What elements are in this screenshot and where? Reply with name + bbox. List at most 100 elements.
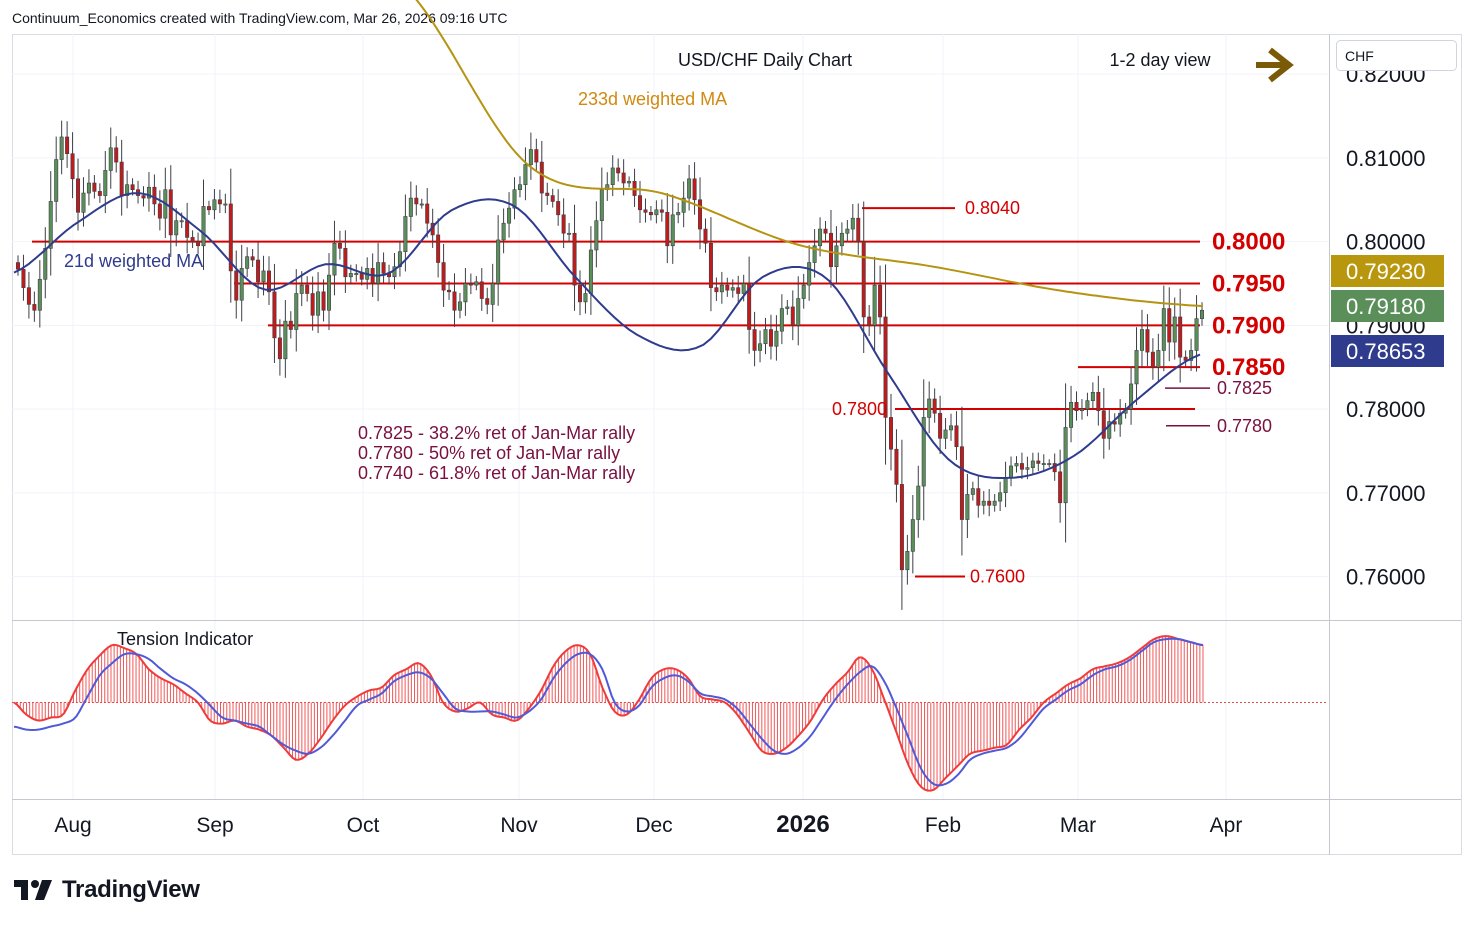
candle — [125, 170, 130, 209]
currency-label: CHF — [1345, 48, 1374, 64]
candle — [959, 406, 964, 556]
tension-indicator-pane — [12, 635, 1328, 792]
price-badge-value: 0.78653 — [1346, 339, 1426, 364]
candle — [692, 162, 697, 215]
candle — [556, 189, 561, 226]
candle — [965, 473, 970, 539]
candle — [627, 176, 632, 188]
candle — [337, 230, 342, 260]
ma21-label: 21d weighted MA — [64, 251, 203, 271]
time-tick-label: Dec — [635, 814, 672, 837]
candle — [747, 256, 752, 354]
candle — [539, 140, 544, 213]
candle — [867, 304, 872, 337]
candle — [638, 180, 643, 223]
candle — [643, 198, 648, 223]
currency-box[interactable] — [1336, 40, 1457, 71]
candle — [730, 279, 735, 298]
candle — [1090, 382, 1095, 410]
candle — [545, 182, 550, 205]
candle — [981, 491, 986, 515]
candle — [212, 189, 217, 220]
candle — [185, 202, 190, 254]
candle — [894, 429, 899, 503]
candle — [812, 229, 817, 278]
candle — [845, 219, 850, 242]
candle — [501, 208, 506, 254]
candle — [1156, 333, 1161, 383]
candle — [92, 175, 97, 199]
candle — [861, 201, 866, 354]
candle — [605, 172, 610, 201]
candle — [703, 218, 708, 253]
price-tick-label: 0.77000 — [1346, 481, 1426, 506]
tension-histogram — [16, 636, 1204, 791]
candle — [316, 272, 321, 334]
candle — [1069, 385, 1074, 443]
candle — [774, 315, 779, 361]
candle — [387, 264, 392, 285]
chart-title: USD/CHF Daily Chart — [678, 50, 852, 70]
candle — [354, 264, 359, 282]
price-tick-label: 0.80000 — [1346, 230, 1426, 255]
candle — [550, 188, 555, 208]
candle — [807, 245, 812, 301]
candle — [883, 264, 888, 465]
price-badge-value: 0.79180 — [1346, 294, 1426, 319]
candle — [436, 218, 441, 278]
candle — [1019, 452, 1024, 480]
candle — [1134, 327, 1139, 405]
arrow-right-icon — [1256, 47, 1294, 83]
time-tick-label: Aug — [54, 814, 91, 837]
candle — [1118, 399, 1123, 437]
candle — [16, 255, 20, 276]
level-label: 0.8040 — [965, 198, 1020, 218]
candle — [878, 265, 883, 335]
candle — [48, 171, 53, 276]
candle — [1079, 399, 1084, 420]
candle — [201, 179, 206, 271]
candle — [272, 263, 277, 364]
candle — [1009, 456, 1014, 487]
candle — [801, 273, 806, 309]
candle — [916, 465, 921, 538]
time-tick-label: 2026 — [776, 811, 829, 838]
candle — [992, 494, 997, 512]
candle — [1194, 295, 1199, 372]
candle — [141, 186, 146, 207]
candle — [577, 270, 582, 316]
level-label: 0.7800 — [832, 399, 887, 419]
candle — [447, 281, 452, 300]
candle — [523, 147, 528, 201]
level-label: 0.7900 — [1212, 312, 1285, 339]
candle — [1167, 287, 1172, 362]
candle — [970, 481, 975, 501]
candle — [283, 300, 288, 378]
candle — [943, 417, 948, 450]
candle — [648, 205, 653, 221]
candle — [927, 381, 932, 434]
candle — [21, 254, 26, 301]
fib-annotation-3: 0.7740 - 61.8% ret of Jan-Mar rally — [358, 463, 635, 483]
candle — [468, 273, 473, 295]
level-label: 0.7780 — [1217, 416, 1272, 436]
time-axis-ticks: Aug Sep Oct Nov Dec 2026 Feb Mar Apr — [54, 811, 1242, 838]
view-label: 1-2 day view — [1109, 50, 1211, 70]
candle — [1003, 461, 1008, 508]
candle — [752, 311, 757, 367]
candle — [1183, 350, 1188, 367]
candle — [32, 291, 37, 322]
candle — [305, 276, 310, 302]
candle — [1139, 309, 1144, 369]
candle — [1145, 314, 1150, 366]
candle — [572, 204, 577, 311]
candle — [457, 292, 462, 319]
candle — [910, 495, 915, 574]
tradingview-brand[interactable]: TradingView — [14, 876, 200, 904]
candle — [583, 280, 588, 314]
time-tick-label: Nov — [500, 814, 538, 837]
support-resistance-lines — [32, 207, 1210, 578]
time-tick-label: Oct — [347, 814, 380, 837]
